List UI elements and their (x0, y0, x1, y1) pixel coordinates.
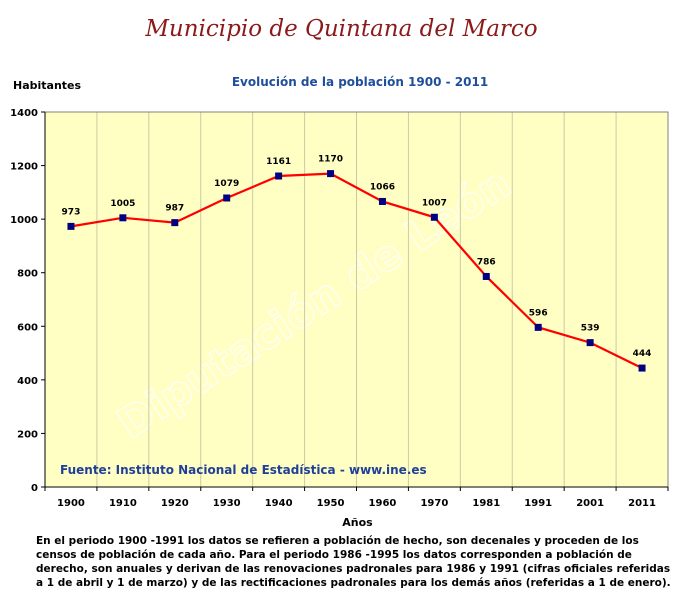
x-tick-label: 1991 (524, 498, 552, 509)
data-point (534, 323, 542, 331)
y-tick-label: 1200 (10, 162, 38, 173)
x-tick-label: 1930 (213, 498, 241, 509)
data-label: 987 (165, 204, 184, 214)
x-tick-label: 2001 (576, 498, 604, 509)
data-label: 1005 (110, 199, 135, 209)
x-tick-label: 2011 (628, 498, 656, 509)
x-tick-label: 1940 (265, 498, 293, 509)
data-point (482, 272, 490, 280)
data-label: 1007 (422, 198, 447, 208)
y-axis-title: Habitantes (13, 79, 82, 92)
x-tick-label: 1960 (369, 498, 397, 509)
source-note: Fuente: Instituto Nacional de Estadístic… (60, 463, 427, 477)
data-point (119, 214, 127, 222)
data-label: 786 (477, 257, 496, 267)
y-tick-label: 600 (17, 322, 38, 333)
chart-title: Evolución de la población 1900 - 2011 (231, 75, 489, 89)
data-point (327, 170, 335, 178)
series-group: 973 1005 987 1079 1161 1170 1066 1007 786 596 539 4… (62, 155, 652, 372)
y-axis-ticks: 0 200 400 600 800 1000 1200 1400 (10, 108, 45, 494)
x-tick-label: 1920 (161, 498, 189, 509)
x-tick-label: 1910 (109, 498, 137, 509)
footnote-text: En el periodo 1900 -1991 los datos se re… (36, 535, 671, 589)
data-point (171, 219, 179, 227)
series-line (70, 172, 643, 370)
data-label: 1066 (370, 182, 395, 192)
data-point (67, 222, 75, 230)
y-tick-label: 400 (17, 376, 38, 387)
data-label: 1079 (214, 179, 239, 189)
data-label: 596 (529, 308, 548, 318)
data-label: 539 (581, 324, 600, 334)
data-label: 973 (62, 207, 81, 217)
page-title: Municipio de Quintana del Marco (145, 16, 538, 42)
data-point (223, 194, 231, 202)
data-label: 444 (633, 349, 652, 359)
x-tick-label: 1981 (472, 498, 500, 509)
data-point (638, 364, 646, 372)
data-point (430, 213, 438, 221)
x-tick-label: 1950 (317, 498, 345, 509)
y-tick-label: 200 (17, 429, 38, 440)
x-axis-title: Años (342, 516, 373, 529)
y-tick-label: 800 (17, 269, 38, 280)
x-tick-label: 1970 (420, 498, 448, 509)
x-axis-ticks: 1900 1910 1920 1930 1940 1950 1960 1970 1981 1991… (44, 487, 669, 509)
data-label: 1161 (266, 157, 291, 167)
y-tick-label: 1000 (10, 215, 38, 226)
y-tick-label: 0 (31, 483, 38, 494)
x-tick-label: 1900 (57, 498, 85, 509)
y-tick-label: 1400 (10, 108, 38, 119)
data-point (586, 339, 594, 347)
data-label: 1170 (318, 155, 343, 165)
data-point (378, 197, 386, 205)
data-point (275, 172, 283, 180)
